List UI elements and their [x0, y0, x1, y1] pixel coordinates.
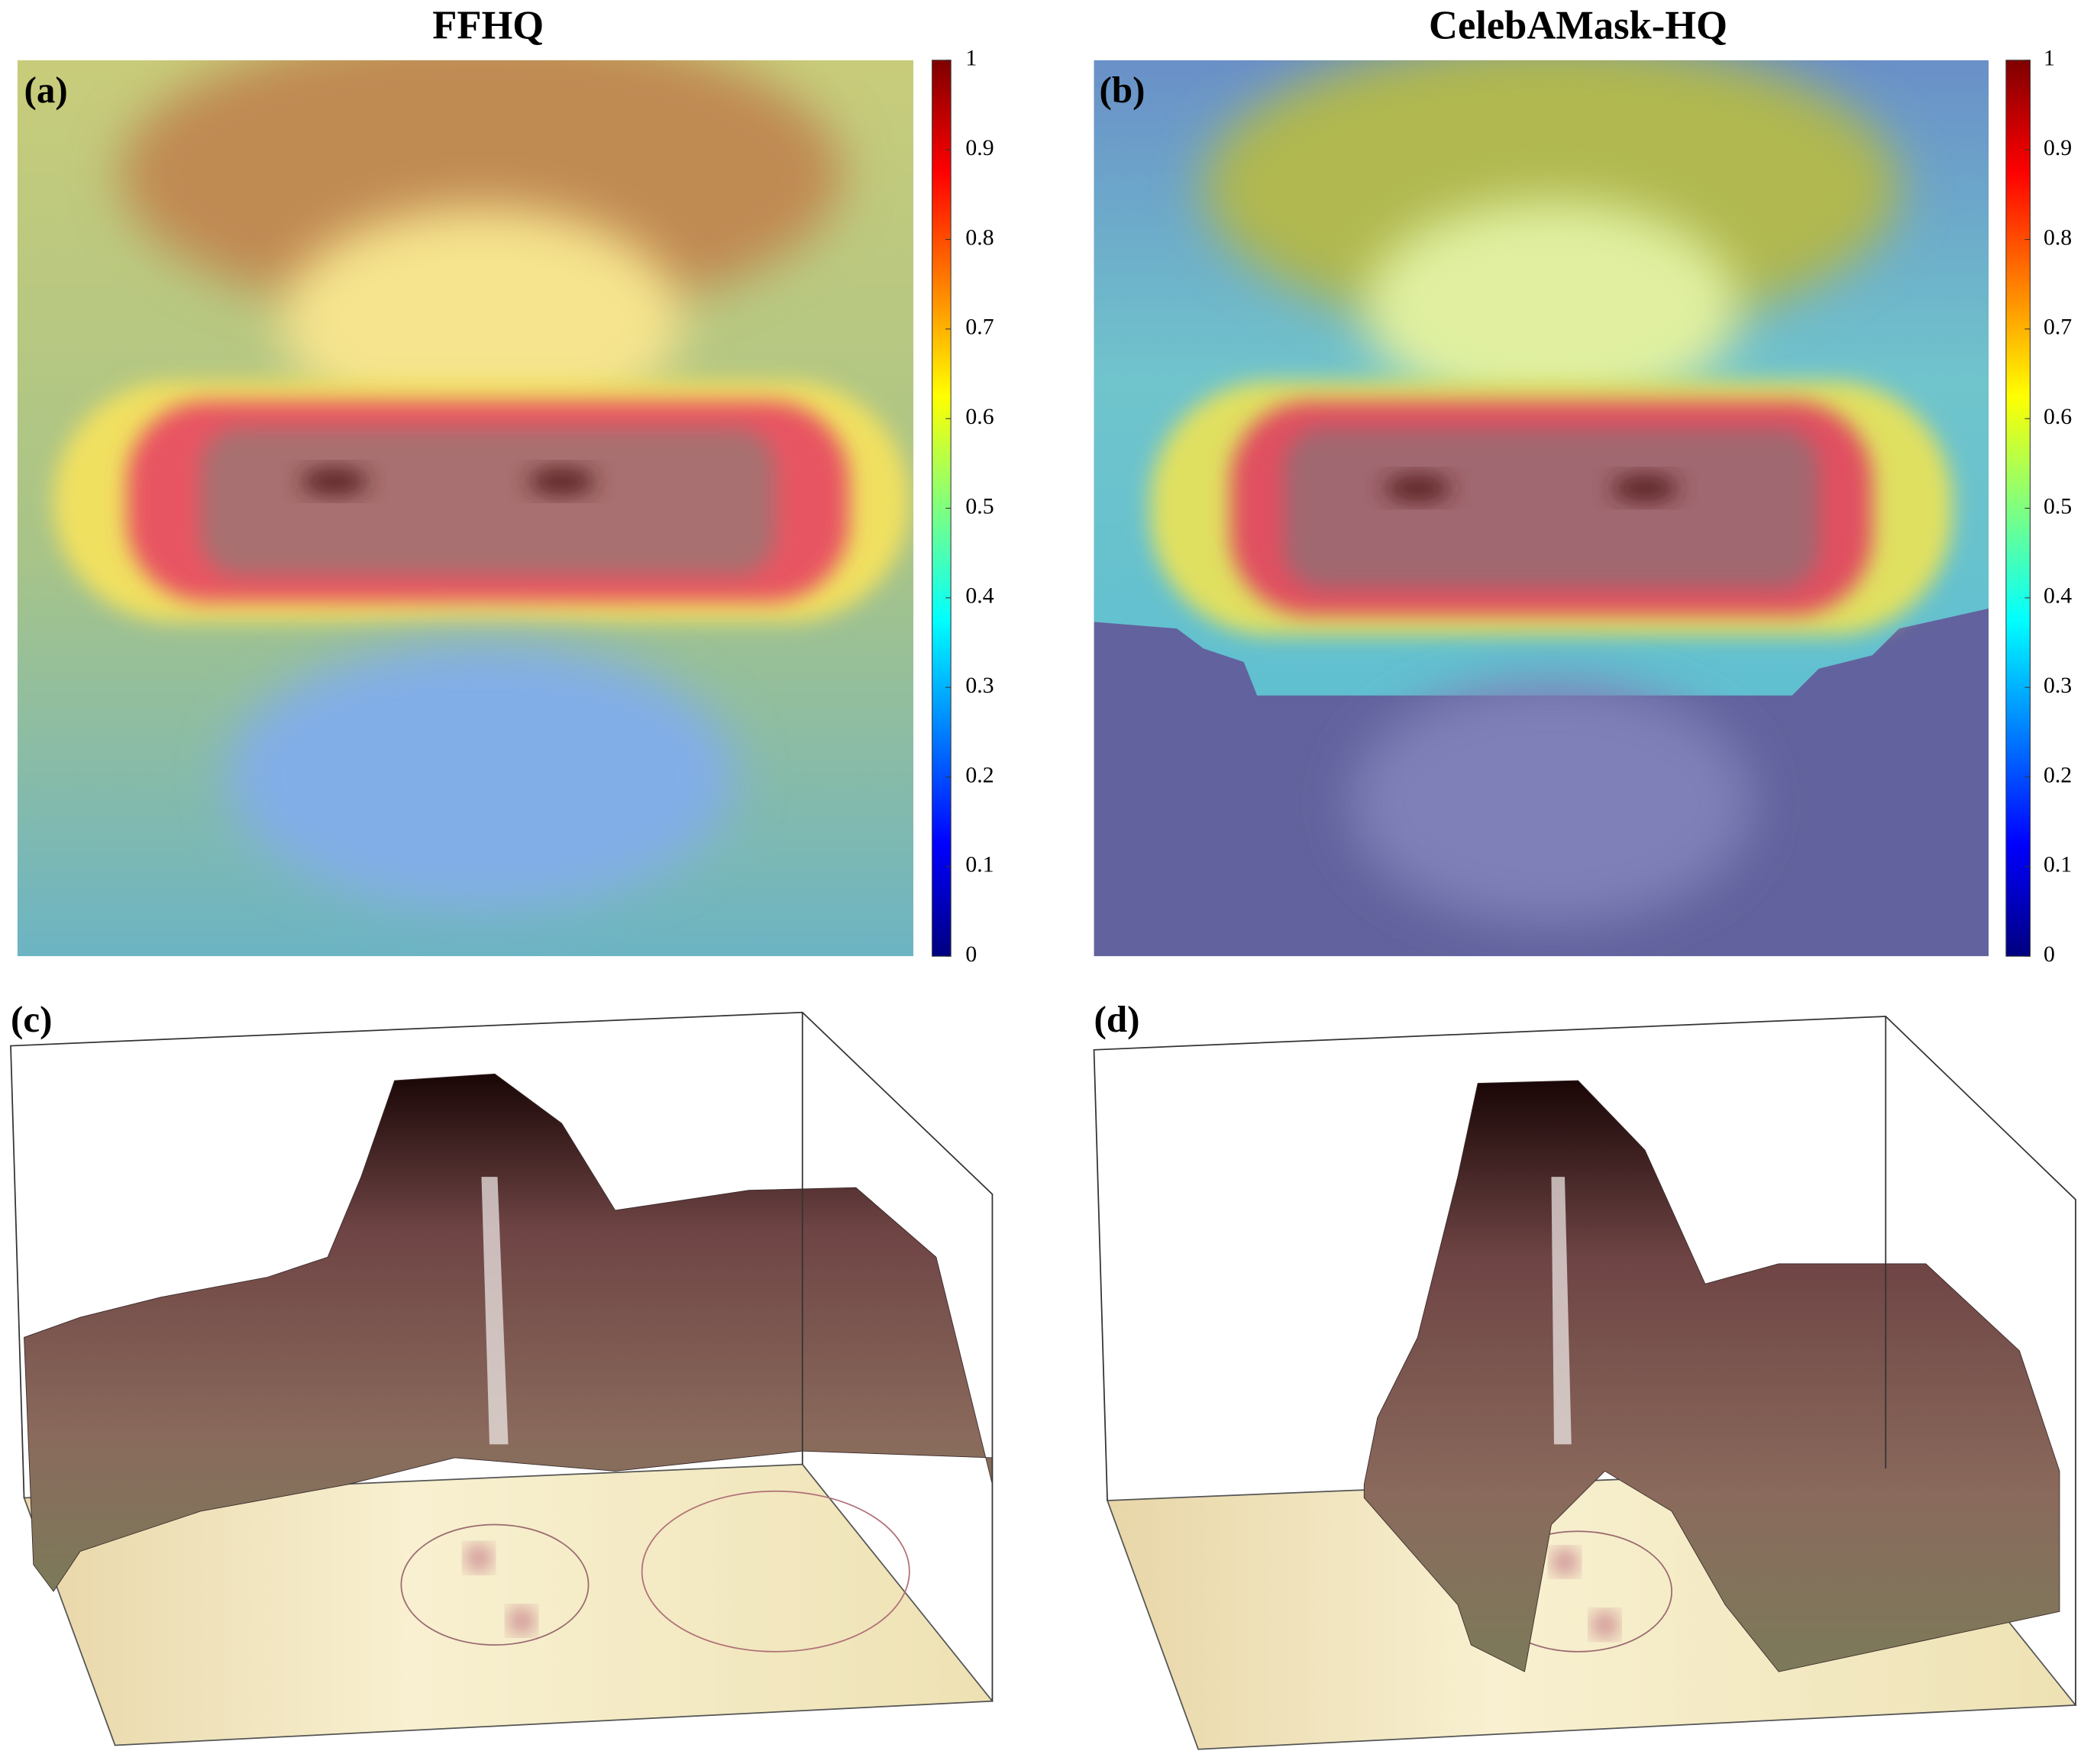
colorbar-tick-label: 0.1: [965, 852, 994, 877]
colorbar-tick-label: 0.4: [965, 583, 994, 609]
surface-d: [1093, 1016, 2077, 1750]
panel-label: (d): [1094, 998, 1140, 1040]
colorbar-tick-label: 1: [2044, 46, 2055, 71]
colorbar-tick-label: 0.8: [965, 225, 994, 250]
colorbar-tick-label: 0.2: [965, 762, 994, 787]
colorbar-tick-label: 0.2: [2044, 762, 2072, 787]
panel-label: (c): [11, 998, 52, 1040]
colorbar-tick-label: 1: [965, 46, 977, 71]
panel-label: (b): [1100, 69, 1145, 111]
heatmap-a: [17, 60, 914, 957]
colorbar-tick-label: 0.5: [965, 493, 994, 519]
colorbar-tick-label: 0.6: [965, 404, 994, 429]
colorbar-tick-label: 0.3: [965, 673, 994, 698]
panel-title: CelebAMask-HQ: [1429, 4, 1727, 48]
colorbar-tick-label: 0.5: [2044, 493, 2072, 519]
panel-label: (a): [24, 69, 68, 111]
colorbar-tick-label: 0: [965, 942, 977, 967]
panel-title: FFHQ: [432, 4, 544, 48]
colorbar-tick-label: 0.9: [965, 135, 994, 160]
colorbar-tick-label: 0.9: [2044, 135, 2072, 160]
colorbar-tick-label: 0.8: [2044, 225, 2072, 250]
heatmap-b: [1094, 60, 1989, 957]
colorbar-tick-label: 0.4: [2044, 583, 2072, 609]
colorbar-tick-label: 0.3: [2044, 673, 2072, 698]
colorbar-tick-label: 0.7: [2044, 315, 2072, 340]
colorbar-tick-label: 0.7: [965, 315, 994, 340]
colorbar-tick-label: 0: [2044, 942, 2055, 967]
surface-c: [10, 1011, 994, 1746]
colorbar-tick-label: 0.6: [2044, 404, 2072, 429]
colorbar-tick-label: 0.1: [2044, 852, 2072, 877]
